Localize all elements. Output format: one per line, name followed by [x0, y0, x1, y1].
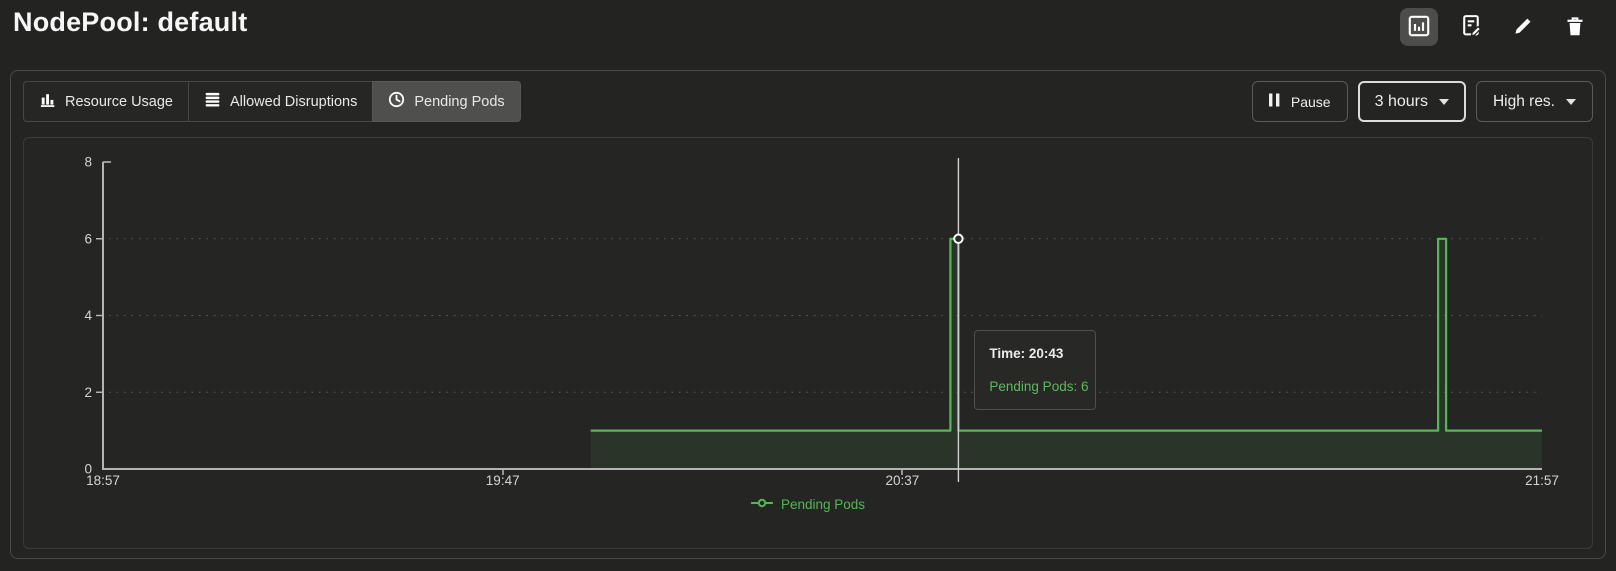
clock-icon — [388, 91, 405, 112]
tab-label: Resource Usage — [65, 93, 173, 110]
pencil-icon — [1511, 13, 1536, 41]
page-title: NodePool: default — [13, 7, 248, 37]
y-axis-label: 4 — [84, 308, 92, 323]
resolution-select[interactable]: High res. — [1475, 81, 1593, 122]
y-axis-label: 0 — [84, 462, 92, 477]
tab-resource-usage[interactable]: Resource Usage — [23, 81, 189, 122]
series-fill — [590, 238, 1542, 469]
y-axis-label: 8 — [84, 155, 92, 170]
y-axis-label: 2 — [84, 385, 92, 400]
chevron-down-icon — [1438, 98, 1449, 105]
document-edit-icon — [1459, 13, 1484, 41]
stack-icon — [204, 91, 221, 112]
legend-label: Pending Pods — [780, 496, 866, 512]
tab-label: Allowed Disruptions — [230, 93, 358, 110]
bar-chart-icon — [39, 91, 56, 112]
tab-allowed-disruptions[interactable]: Allowed Disruptions — [188, 81, 374, 122]
x-axis-label: 20:37 — [886, 473, 920, 488]
toolbar: Resource Usage Allowed Disruptions — [11, 71, 1605, 122]
legend-item-pending-pods[interactable]: Pending Pods — [24, 495, 1592, 513]
time-range-select[interactable]: 3 hours — [1357, 81, 1466, 122]
x-axis-label: 18:57 — [86, 473, 120, 488]
tab-pending-pods[interactable]: Pending Pods — [372, 81, 521, 122]
header-actions — [1400, 8, 1594, 46]
trash-icon — [1563, 14, 1587, 41]
edit-button[interactable] — [1504, 8, 1542, 46]
legend-line-icon — [750, 495, 773, 513]
pause-button[interactable]: Pause — [1251, 81, 1348, 122]
pending-pods-chart[interactable]: 0 2 4 6 8 18:57 19:47 20:37 21:57 — [24, 138, 1594, 550]
pause-icon — [1268, 93, 1280, 110]
page-header: NodePool: default — [0, 0, 1616, 62]
series-line — [590, 237, 1542, 432]
chart-card: 0 2 4 6 8 18:57 19:47 20:37 21:57 Time: … — [23, 137, 1593, 549]
hover-point — [953, 233, 964, 244]
time-range-value: 3 hours — [1374, 92, 1428, 110]
y-axis-label: 6 — [84, 231, 92, 246]
delete-button[interactable] — [1556, 8, 1594, 46]
resolution-value: High res. — [1492, 92, 1555, 110]
chart-panel: Resource Usage Allowed Disruptions — [10, 70, 1606, 559]
chevron-down-icon — [1566, 98, 1576, 105]
tab-group: Resource Usage Allowed Disruptions — [23, 81, 521, 122]
tab-label: Pending Pods — [414, 93, 505, 110]
pause-label: Pause — [1290, 93, 1331, 110]
report-edit-button[interactable] — [1452, 8, 1490, 46]
chart-controls: Pause 3 hours High res. — [1251, 81, 1593, 122]
gridlines — [109, 238, 1542, 393]
chart-icon — [1406, 13, 1432, 42]
x-axis-label: 19:47 — [486, 473, 520, 488]
x-axis-label: 21:57 — [1525, 473, 1559, 488]
chart-view-button[interactable] — [1400, 8, 1438, 46]
axes — [96, 161, 1542, 475]
